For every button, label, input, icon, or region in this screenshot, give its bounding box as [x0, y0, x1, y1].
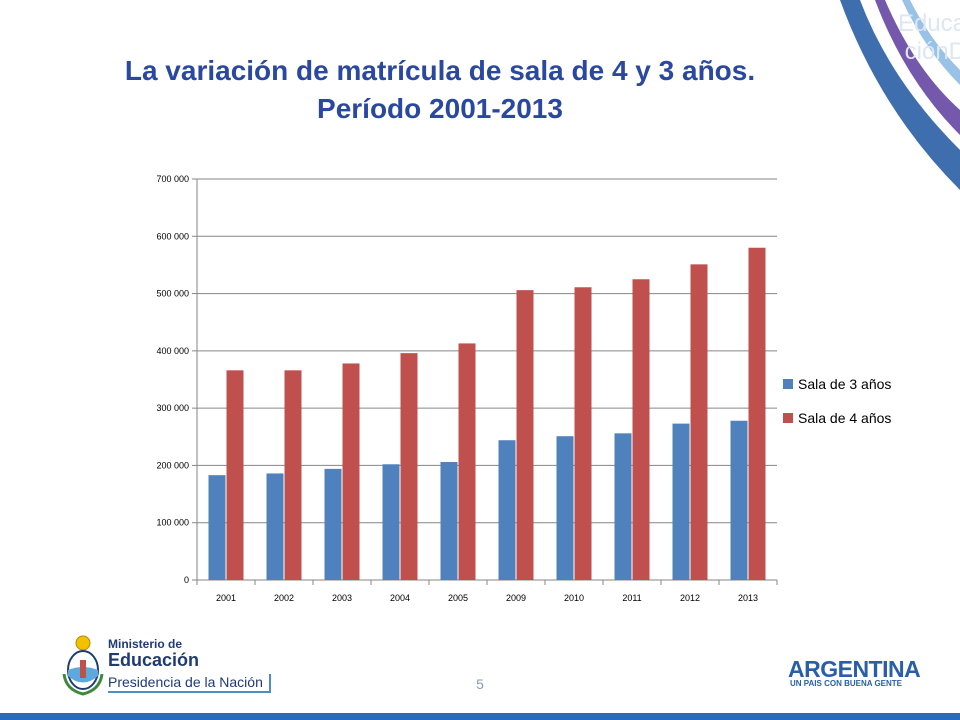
y-tick-label: 100 000 — [156, 518, 189, 528]
ministry-logo: Ministerio de Educación Presidencia de l… — [62, 634, 271, 696]
legend-swatch — [783, 413, 793, 423]
bar-sala-de-3-anos-2010 — [556, 436, 574, 580]
argentina-wordmark: ARGENTINA — [788, 656, 921, 682]
bar-sala-de-4-anos-2001 — [226, 370, 244, 580]
legend-label: Sala de 3 años — [798, 376, 891, 392]
legend-swatch — [783, 379, 793, 389]
x-tick-label: 2013 — [738, 593, 758, 603]
slide-title: La variación de matrícula de sala de 4 y… — [40, 52, 840, 128]
bar-sala-de-4-anos-2005 — [458, 343, 476, 580]
bar-sala-de-4-anos-2010 — [574, 287, 592, 580]
bar-sala-de-3-anos-2001 — [208, 475, 226, 580]
ministry-label-line1: Ministerio de — [108, 637, 183, 651]
x-tick-label: 2005 — [448, 593, 468, 603]
argentina-logo: ARGENTINA UN PAIS CON BUENA GENTE — [788, 656, 921, 690]
x-tick-label: 2001 — [216, 593, 236, 603]
page-number: 5 — [476, 676, 484, 692]
bar-sala-de-4-anos-2011 — [632, 279, 650, 580]
bottom-accent-bar — [0, 713, 960, 720]
x-tick-label: 2011 — [622, 593, 641, 603]
bar-sala-de-3-anos-2004 — [382, 464, 400, 580]
bar-sala-de-3-anos-2009 — [498, 440, 516, 580]
bar-sala-de-3-anos-2005 — [440, 461, 458, 580]
bar-sala-de-4-anos-2009 — [516, 290, 534, 580]
bar-sala-de-4-anos-2004 — [400, 353, 418, 580]
argentina-slogan: UN PAIS CON BUENA GENTE — [790, 679, 903, 688]
x-tick-label: 2012 — [680, 593, 700, 603]
y-tick-label: 300 000 — [156, 403, 189, 413]
slide-title-line1: La variación de matrícula de sala de 4 y… — [124, 55, 756, 86]
decorative-swoosh — [840, 0, 960, 190]
watermark-text: Educa ciónD — [897, 10, 960, 65]
bar-sala-de-4-anos-2003 — [342, 363, 360, 580]
y-tick-label: 700 000 — [156, 174, 189, 184]
slide-title-line2: Período 2001-2013 — [317, 93, 563, 124]
bar-sala-de-4-anos-2013 — [748, 247, 766, 580]
ministry-label-line2: Educación — [108, 650, 200, 670]
y-tick-label: 400 000 — [156, 346, 189, 356]
y-tick-label: 600 000 — [156, 231, 189, 241]
y-tick-label: 500 000 — [156, 289, 189, 299]
x-tick-label: 2004 — [390, 593, 410, 603]
ministry-label-line3: Presidencia de la Nación — [108, 674, 271, 693]
bar-sala-de-3-anos-2013 — [730, 420, 748, 580]
y-tick-label: 200 000 — [156, 460, 189, 470]
coat-of-arms-icon — [62, 635, 104, 696]
x-tick-label: 2009 — [506, 593, 526, 603]
x-tick-label: 2002 — [274, 593, 294, 603]
x-tick-label: 2003 — [332, 593, 352, 603]
bar-sala-de-3-anos-2012 — [672, 423, 690, 580]
bar-sala-de-3-anos-2002 — [266, 473, 284, 580]
bar-sala-de-3-anos-2011 — [614, 433, 632, 580]
legend-label: Sala de 4 años — [798, 410, 891, 426]
bar-sala-de-3-anos-2003 — [324, 468, 342, 580]
bar-sala-de-4-anos-2012 — [690, 264, 708, 580]
y-tick-label: 0 — [184, 575, 189, 585]
x-tick-label: 2010 — [564, 593, 584, 603]
bar-sala-de-4-anos-2002 — [284, 370, 302, 580]
